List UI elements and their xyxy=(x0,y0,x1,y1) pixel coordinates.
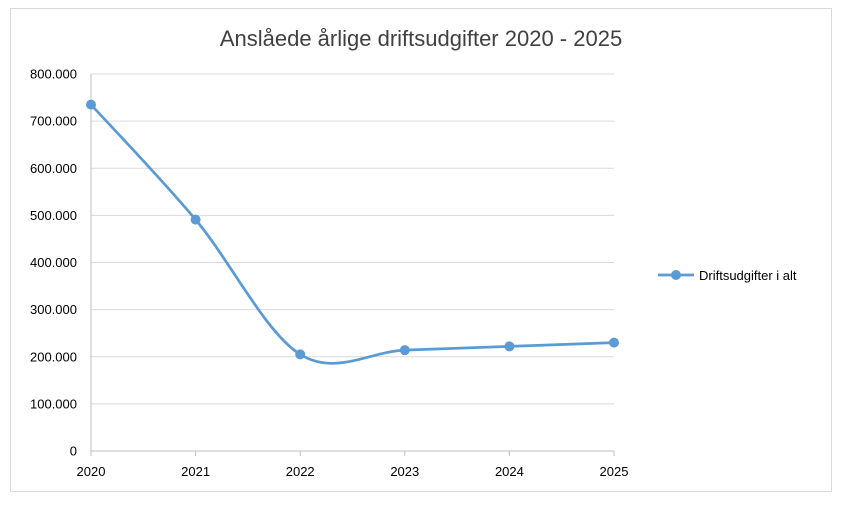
data-point xyxy=(86,99,96,110)
data-point xyxy=(609,337,619,348)
x-tick-label: 2020 xyxy=(77,464,106,479)
y-tick-label: 600.000 xyxy=(30,161,77,176)
series-layer xyxy=(86,99,619,365)
x-tick-label: 2025 xyxy=(600,464,629,479)
chart-area xyxy=(10,8,832,492)
y-tick-label: 700.000 xyxy=(30,114,77,129)
y-axis-tick-labels: 0 100.000 200.000 300.000 400.000 500.000 600.… xyxy=(30,67,77,459)
y-tick-label: 800.000 xyxy=(30,67,77,82)
axes xyxy=(90,74,615,456)
x-tick-label: 2021 xyxy=(181,464,210,479)
y-tick-label: 0 xyxy=(70,444,77,459)
data-point xyxy=(295,349,306,360)
x-tick-label: 2024 xyxy=(495,464,524,479)
x-tick-label: 2023 xyxy=(390,464,419,479)
x-tick-label: 2022 xyxy=(286,464,315,479)
y-tick-label: 100.000 xyxy=(30,396,77,411)
y-tick-label: 200.000 xyxy=(30,349,77,364)
x-axis-tick-labels: 2020 2021 2022 2023 2024 2025 xyxy=(77,464,629,479)
y-tick-label: 500.000 xyxy=(30,208,77,223)
y-tick-label: 300.000 xyxy=(30,302,77,317)
legend: Driftsudgifter i alt xyxy=(658,268,797,283)
data-point xyxy=(504,341,515,352)
data-point xyxy=(399,345,410,356)
gridlines xyxy=(91,73,614,405)
y-tick-label: 400.000 xyxy=(30,255,77,270)
legend-label: Driftsudgifter i alt xyxy=(699,268,797,283)
data-point xyxy=(190,214,201,225)
legend-marker xyxy=(671,270,681,280)
series-line-0 xyxy=(89,103,616,365)
chart-title: Anslåede årlige driftsudgifter 2020 - 20… xyxy=(220,26,622,51)
